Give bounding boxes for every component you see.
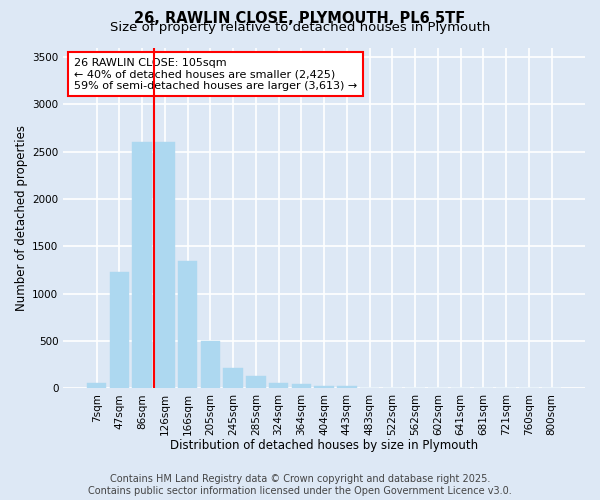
Bar — [292, 384, 311, 388]
Bar — [314, 386, 334, 388]
Y-axis label: Number of detached properties: Number of detached properties — [15, 125, 28, 311]
Bar — [155, 142, 175, 388]
Bar — [133, 142, 152, 388]
Bar — [87, 382, 106, 388]
Text: Size of property relative to detached houses in Plymouth: Size of property relative to detached ho… — [110, 21, 490, 34]
Bar — [246, 376, 266, 388]
Text: Contains HM Land Registry data © Crown copyright and database right 2025.
Contai: Contains HM Land Registry data © Crown c… — [88, 474, 512, 496]
Bar — [337, 386, 356, 388]
Bar — [223, 368, 243, 388]
Text: 26, RAWLIN CLOSE, PLYMOUTH, PL6 5TF: 26, RAWLIN CLOSE, PLYMOUTH, PL6 5TF — [134, 11, 466, 26]
Bar — [201, 341, 220, 388]
Bar — [269, 383, 289, 388]
Bar — [178, 262, 197, 388]
Bar — [110, 272, 129, 388]
Text: 26 RAWLIN CLOSE: 105sqm
← 40% of detached houses are smaller (2,425)
59% of semi: 26 RAWLIN CLOSE: 105sqm ← 40% of detache… — [74, 58, 357, 91]
X-axis label: Distribution of detached houses by size in Plymouth: Distribution of detached houses by size … — [170, 440, 478, 452]
